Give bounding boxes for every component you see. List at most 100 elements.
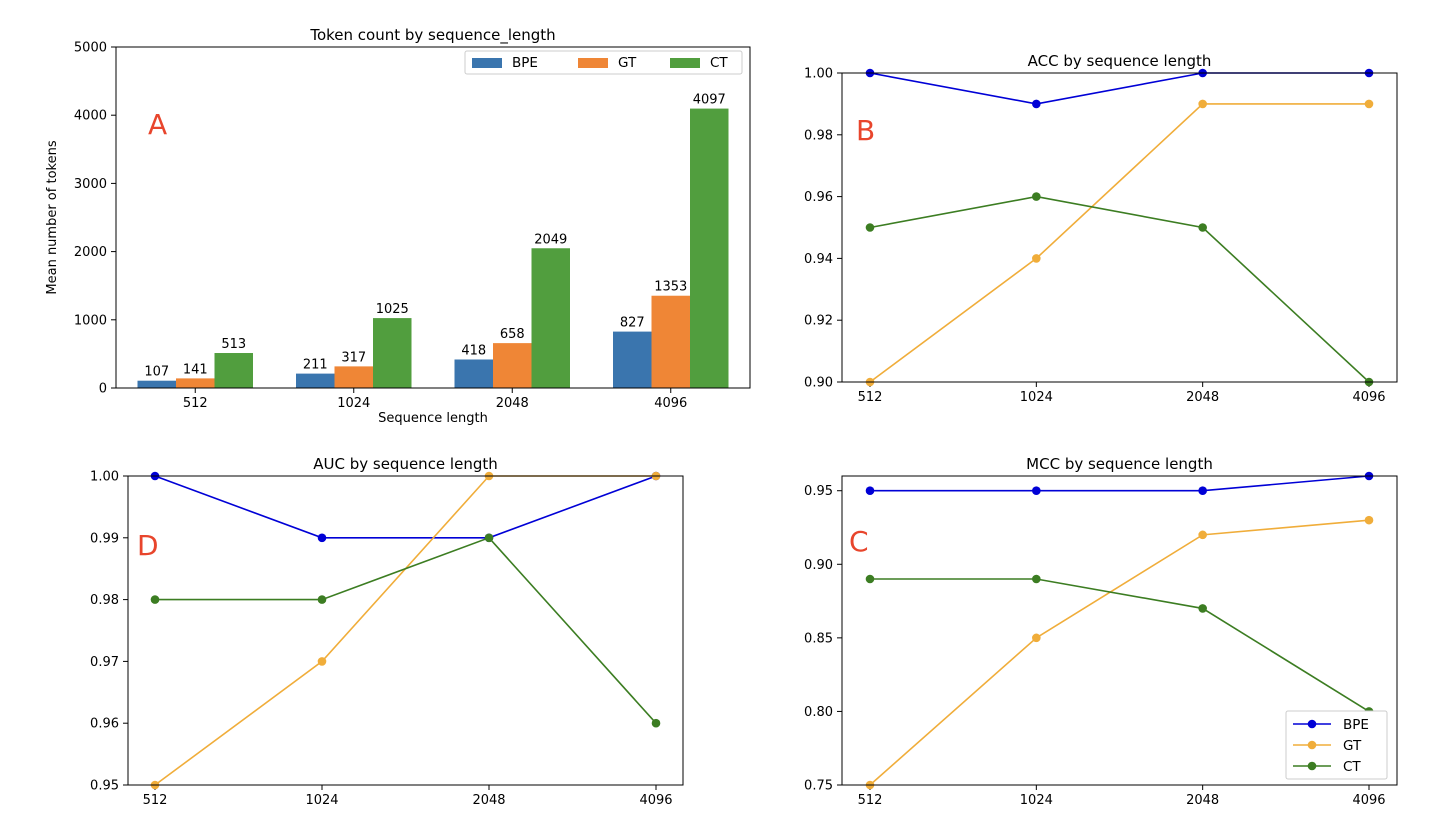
plot-frame xyxy=(841,475,1398,786)
series-line-gt xyxy=(869,519,1370,786)
x-tick-label: 4096 xyxy=(1352,390,1385,405)
point-bpe-2048 xyxy=(1198,486,1207,496)
point-gt-2048 xyxy=(1198,530,1207,540)
y-tick-label: 0.96 xyxy=(90,717,119,732)
x-tick-label: 2048 xyxy=(1186,793,1219,808)
point-ct-1024 xyxy=(1032,192,1041,201)
y-tick-label: 0.96 xyxy=(804,190,833,205)
legend-swatch-bpe xyxy=(472,58,502,68)
panel-letter: B xyxy=(856,114,875,147)
x-tick-label: 512 xyxy=(183,396,208,411)
chart-panel-d: AUC by sequence length 0.95 0.96 0.97 0.98 0.… xyxy=(90,455,684,808)
bar-value-label: 211 xyxy=(303,358,328,373)
point-bpe-512 xyxy=(865,486,875,496)
y-tick-label: 0.92 xyxy=(804,314,833,329)
x-axis-label: Sequence length xyxy=(378,411,488,426)
x-tick-label: 1024 xyxy=(1020,793,1053,808)
y-tick-label: 0 xyxy=(99,382,107,397)
y-tick-label: 1.00 xyxy=(90,470,119,485)
x-tick-label: 4096 xyxy=(1352,793,1385,808)
x-tick-label: 4096 xyxy=(639,793,672,808)
bar-gt-4096 xyxy=(651,295,690,388)
legend: BPE GT CT xyxy=(1285,710,1388,780)
y-tick-label: 0.95 xyxy=(804,484,833,499)
x-tick-label: 512 xyxy=(858,390,883,405)
point-bpe-1024 xyxy=(317,533,327,543)
legend-swatch-gt xyxy=(578,58,608,68)
y-tick-label: 0.90 xyxy=(804,558,833,573)
legend-label-bpe: BPE xyxy=(512,55,538,71)
y-tick-label: 0.97 xyxy=(90,655,119,670)
series-line-bpe xyxy=(154,475,657,539)
legend-marker-bpe xyxy=(1307,719,1317,729)
point-ct-512 xyxy=(865,223,875,232)
y-tick-label: 0.85 xyxy=(804,631,833,646)
legend-marker-ct xyxy=(1307,761,1317,771)
chart-title: MCC by sequence length xyxy=(1026,455,1213,473)
panel-letter: C xyxy=(849,525,869,558)
series-line-gt xyxy=(154,475,656,786)
y-tick-label: 1000 xyxy=(74,313,107,328)
point-ct-1024 xyxy=(1032,574,1041,584)
bar-bpe-512 xyxy=(137,380,176,388)
series-line-bpe xyxy=(870,475,1370,492)
series-line-ct xyxy=(869,195,1370,383)
bar-ct-512 xyxy=(214,353,253,388)
y-axis-label: Mean number of tokens xyxy=(45,140,60,294)
y-tick-label: 0.75 xyxy=(804,779,833,794)
legend-label-gt: GT xyxy=(1343,738,1362,754)
bar-value-label: 317 xyxy=(341,350,366,365)
panel-letter: A xyxy=(148,108,167,141)
point-ct-2048 xyxy=(1198,223,1207,232)
plot-frame xyxy=(127,475,684,786)
chart-title: ACC by sequence length xyxy=(1028,52,1212,70)
plot-frame xyxy=(115,46,751,389)
legend-swatch-ct xyxy=(670,58,700,68)
legend-label-gt: GT xyxy=(618,55,637,71)
series-line-ct xyxy=(155,536,657,724)
point-ct-512 xyxy=(150,595,160,604)
y-tick-label: 0.98 xyxy=(90,593,119,608)
bar-ct-1024 xyxy=(373,318,412,388)
bar-value-label: 107 xyxy=(144,365,169,380)
y-tick-label: 5000 xyxy=(74,41,107,56)
bar-value-label: 4097 xyxy=(693,93,726,108)
bar-value-label: 141 xyxy=(183,362,208,377)
point-ct-2048 xyxy=(1198,604,1207,613)
plot-frame xyxy=(841,72,1398,383)
chart-title: Token count by sequence_length xyxy=(309,26,555,45)
x-tick-label: 1024 xyxy=(1020,390,1053,405)
bar-gt-512 xyxy=(176,378,215,388)
panel-letter: D xyxy=(137,529,159,562)
bar-bpe-2048 xyxy=(454,359,493,388)
y-tick-label: 1.00 xyxy=(804,67,833,82)
y-tick-label: 0.94 xyxy=(804,252,833,267)
x-tick-label: 1024 xyxy=(305,793,338,808)
legend: BPE GT CT xyxy=(464,50,743,75)
bar-bpe-4096 xyxy=(613,331,652,388)
x-tick-label: 1024 xyxy=(337,396,370,411)
point-ct-512 xyxy=(865,574,875,584)
series-line-bpe xyxy=(869,72,1369,105)
point-gt-2048 xyxy=(1198,99,1207,109)
y-tick-label: 0.99 xyxy=(90,531,119,546)
legend-label-ct: CT xyxy=(1343,759,1361,775)
x-tick-label: 2048 xyxy=(472,793,505,808)
chart-panel-a: Token count by sequence_length 0 1000 2000 3… xyxy=(45,26,751,426)
series-line-ct xyxy=(870,578,1370,713)
legend-label-ct: CT xyxy=(710,55,728,71)
x-tick-label: 2048 xyxy=(496,396,529,411)
point-gt-1024 xyxy=(317,657,327,666)
point-ct-2048 xyxy=(484,533,494,543)
y-tick-label: 2000 xyxy=(74,245,107,260)
y-tick-label: 0.80 xyxy=(804,705,833,720)
series-line-gt xyxy=(869,103,1369,383)
bar-value-label: 2049 xyxy=(534,232,567,247)
bar-gt-1024 xyxy=(334,366,373,388)
y-tick-label: 0.90 xyxy=(804,376,833,391)
chart-panel-c: MCC by sequence length 0.75 0.80 0.85 0.90 0.… xyxy=(804,455,1398,808)
point-bpe-1024 xyxy=(1032,486,1041,496)
bar-ct-4096 xyxy=(690,108,729,389)
legend-marker-gt xyxy=(1307,740,1317,750)
